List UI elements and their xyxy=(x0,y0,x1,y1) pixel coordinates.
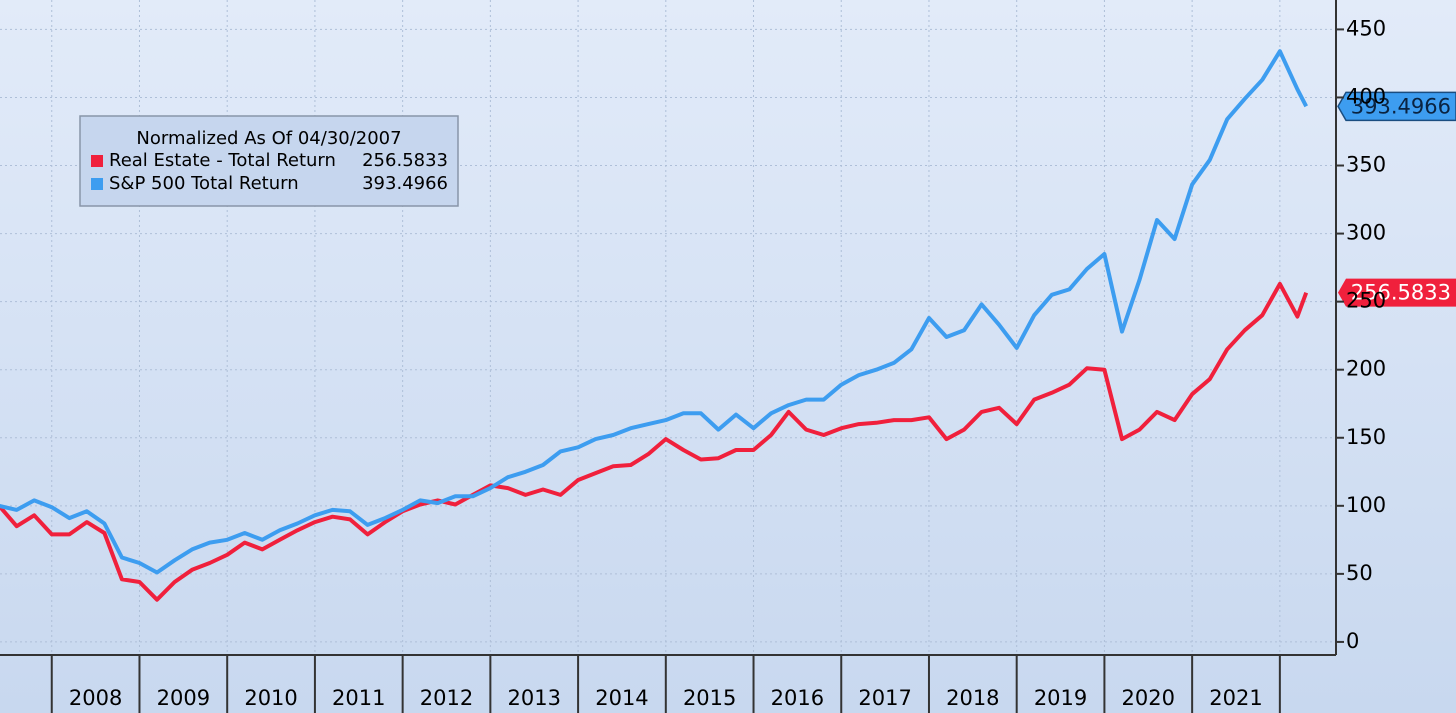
y-tick-label: 450 xyxy=(1346,16,1386,40)
x-tick-label: 2014 xyxy=(595,686,648,710)
x-tick-label: 2013 xyxy=(507,686,560,710)
x-tick-label: 2016 xyxy=(771,686,824,710)
x-tick-label: 2020 xyxy=(1122,686,1175,710)
legend-title: Normalized As Of 04/30/2007 xyxy=(136,128,401,149)
x-tick-label: 2010 xyxy=(244,686,297,710)
value-flag xyxy=(1338,278,1456,307)
x-tick-label: 2017 xyxy=(858,686,911,710)
x-tick-label: 2015 xyxy=(683,686,736,710)
grid xyxy=(0,0,1336,655)
legend-value: 393.4966 xyxy=(362,173,448,194)
y-tick-label: 0 xyxy=(1346,629,1359,653)
x-tick-label: 2018 xyxy=(946,686,999,710)
legend-label: Real Estate - Total Return xyxy=(109,150,336,171)
series-line xyxy=(0,281,1309,602)
x-tick-label: 2012 xyxy=(420,686,473,710)
legend-swatch xyxy=(91,178,103,190)
y-tick-label: 200 xyxy=(1346,357,1386,381)
x-tick-label: 2011 xyxy=(332,686,385,710)
legend-label: S&P 500 Total Return xyxy=(109,173,299,194)
y-tick-label: 350 xyxy=(1346,153,1386,177)
x-tick-label: 2008 xyxy=(69,686,122,710)
plot xyxy=(0,49,1309,602)
y-tick-label: 250 xyxy=(1346,289,1386,313)
x-tick-label: 2009 xyxy=(157,686,210,710)
y-tick-label: 150 xyxy=(1346,425,1386,449)
legend-value: 256.5833 xyxy=(362,150,448,171)
value-flag-label: 256.5833 xyxy=(1351,281,1451,305)
value-flags: 256.5833 393.4966 xyxy=(1337,91,1456,307)
x-tick-label: 2019 xyxy=(1034,686,1087,710)
legend-swatch xyxy=(91,155,103,167)
y-tick-label: 100 xyxy=(1346,493,1386,517)
x-tick-label: 2021 xyxy=(1209,686,1262,710)
legend: Normalized As Of 04/30/2007 Real Estate … xyxy=(79,115,459,207)
y-tick-label: 400 xyxy=(1346,84,1386,108)
value-flag xyxy=(1337,91,1456,122)
series-line xyxy=(0,49,1308,575)
y-tick-label: 50 xyxy=(1346,561,1373,585)
legend-box xyxy=(79,115,459,207)
value-flag-label: 393.4966 xyxy=(1351,94,1451,118)
y-tick-label: 300 xyxy=(1346,221,1386,245)
